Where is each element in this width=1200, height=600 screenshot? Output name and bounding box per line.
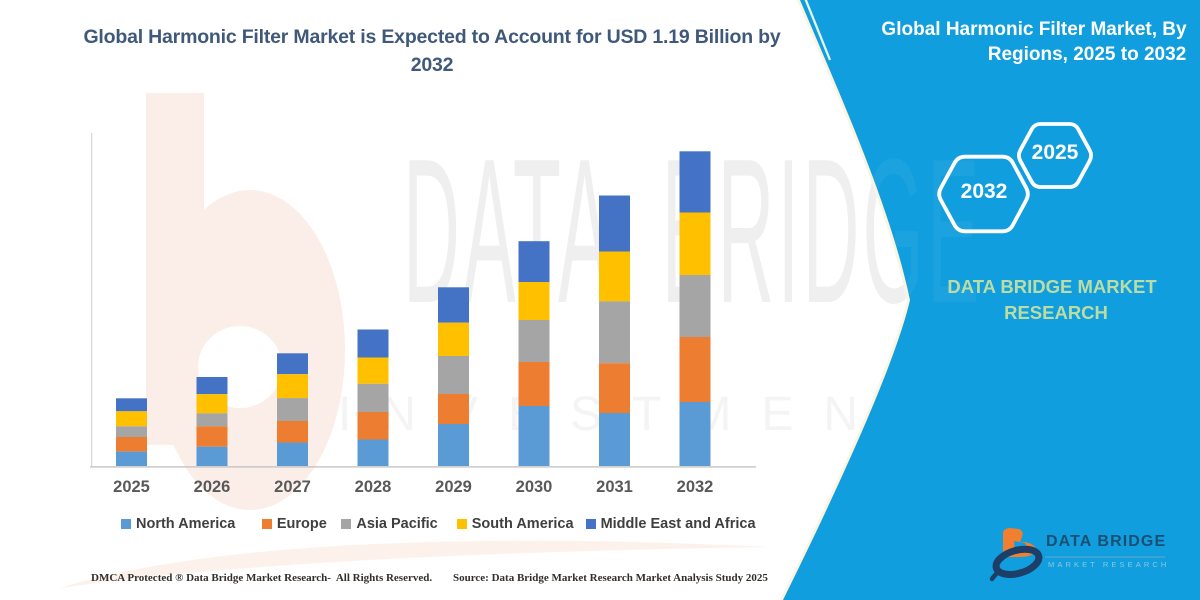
svg-text:INVESTMENT: INVESTMENT <box>338 388 947 441</box>
